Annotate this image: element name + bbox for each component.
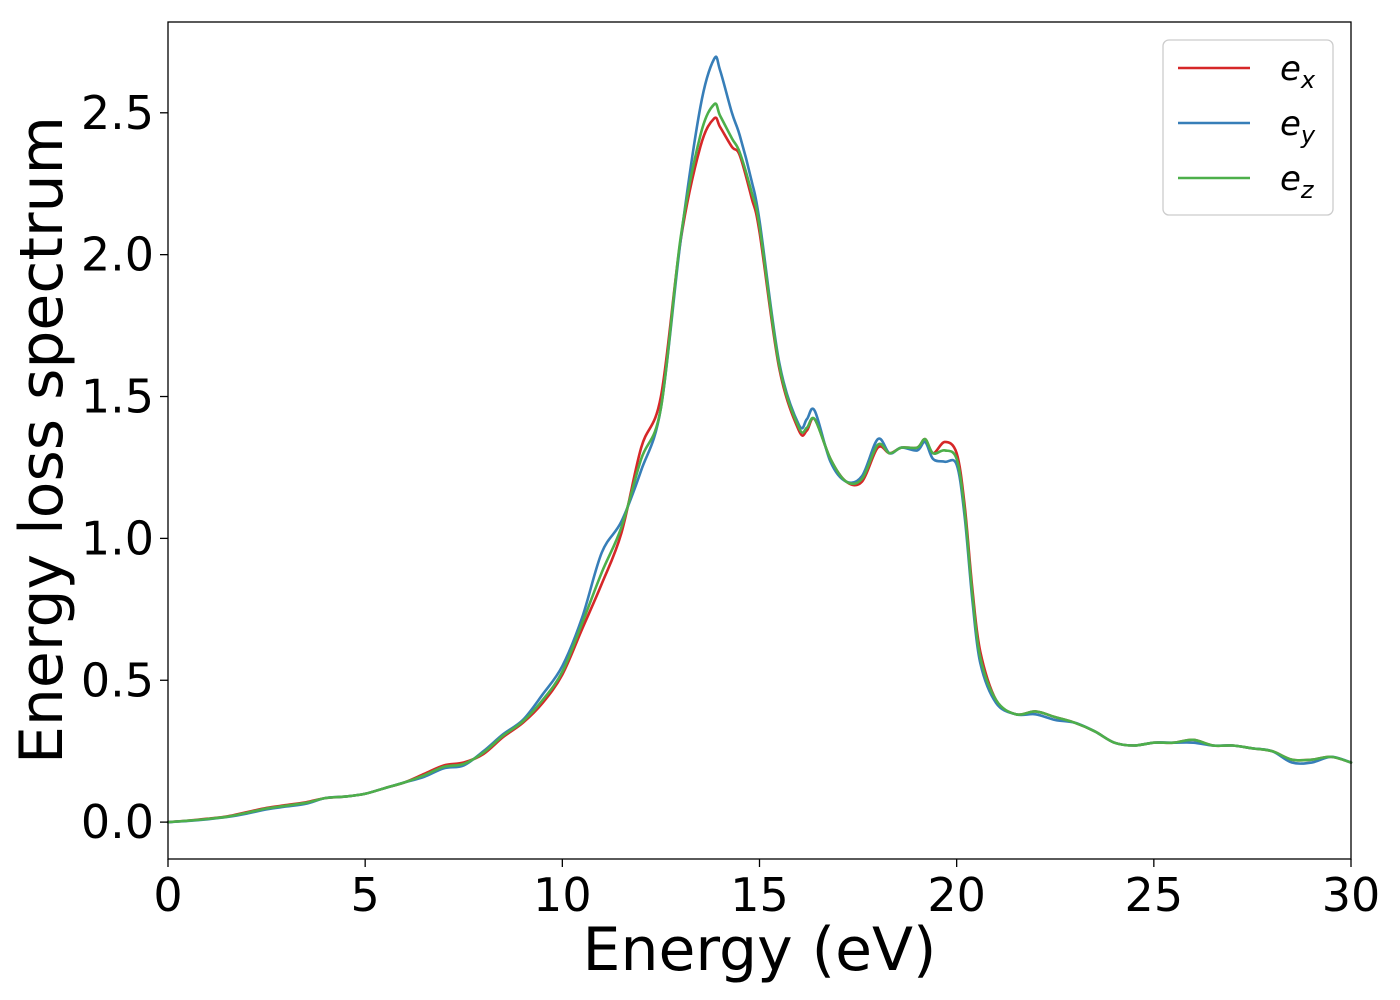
x-tick-label: 25 bbox=[1125, 868, 1184, 922]
x-axis: 0 5 10 15 20 25 30 bbox=[153, 859, 1380, 922]
y-tick-label: 0.0 bbox=[81, 795, 154, 849]
legend-label-ez: ez bbox=[1280, 159, 1315, 204]
plot-area bbox=[168, 22, 1351, 859]
x-tick-label: 0 bbox=[153, 868, 182, 922]
y-tick-label: 1.5 bbox=[81, 370, 154, 424]
x-tick-label: 20 bbox=[927, 868, 986, 922]
x-axis-label: Energy (eV) bbox=[583, 915, 937, 985]
series-line-ez bbox=[166, 102, 1353, 824]
series-layer bbox=[166, 55, 1353, 824]
legend: ex ey ez bbox=[1162, 39, 1334, 216]
legend-box bbox=[1162, 39, 1334, 216]
x-tick-label: 15 bbox=[730, 868, 789, 922]
x-tick-label: 10 bbox=[533, 868, 592, 922]
x-tick-label: 5 bbox=[351, 868, 380, 922]
y-axis-label: Energy loss spectrum bbox=[7, 116, 77, 764]
y-axis: 0.0 0.5 1.0 1.5 2.0 2.5 bbox=[81, 86, 168, 849]
y-tick-label: 1.0 bbox=[81, 511, 154, 565]
y-tick-label: 0.5 bbox=[81, 653, 154, 707]
y-tick-label: 2.5 bbox=[81, 86, 154, 140]
legend-label-ex: ex bbox=[1280, 49, 1316, 94]
legend-label-ey: ey bbox=[1280, 104, 1316, 149]
x-tick-label: 30 bbox=[1322, 868, 1381, 922]
y-tick-label: 2.0 bbox=[81, 228, 154, 282]
